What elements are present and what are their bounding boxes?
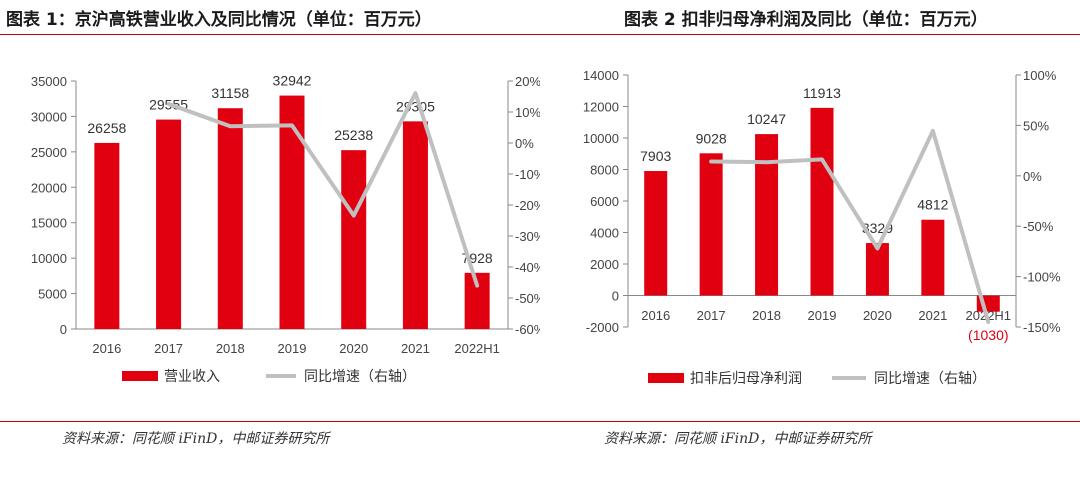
bar-2020 <box>341 150 367 329</box>
right-axis-tick-label: 10% <box>515 105 540 120</box>
left-axis-tick-label: 8000 <box>590 163 619 178</box>
left-axis-tick-label: 25000 <box>31 145 67 160</box>
bar-data-label: 9028 <box>696 130 727 146</box>
bar-2017 <box>156 119 182 329</box>
bar-data-label: 7903 <box>640 148 671 164</box>
left-axis-tick-label: 15000 <box>31 216 67 231</box>
x-axis-category-label: 2016 <box>641 308 670 323</box>
right-axis-tick-label: -50% <box>515 291 540 306</box>
title-divider <box>0 34 540 35</box>
bar-data-label: 25238 <box>334 127 373 143</box>
title-divider <box>540 34 1080 35</box>
x-axis-category-label: 2022H1 <box>454 341 500 356</box>
legend-label-line: 同比增速（右轴） <box>874 371 986 387</box>
legend-swatch-bar <box>122 371 158 381</box>
left-axis-tick-label: 0 <box>612 289 619 304</box>
right-axis-tick-label: -10% <box>515 167 540 182</box>
x-axis-category-label: 2016 <box>92 341 121 356</box>
bar-2016 <box>94 142 120 329</box>
revenue-chart: 0 5000 10000 15000 20000 25000 30000 35000 -60% -… <box>31 73 540 385</box>
bar-2016 <box>644 171 668 296</box>
left-axis-tick-label: 20000 <box>31 180 67 195</box>
bar-2021 <box>402 121 428 329</box>
chart-title: 图表 1：京沪高铁营业收入及同比情况（单位：百万元） <box>6 10 432 30</box>
left-axis-tick-label: 10000 <box>583 131 619 146</box>
right-axis-tick-label: 0% <box>515 136 534 151</box>
net-profit-chart: -2000 0 2000 4000 6000 8000 10000 12000 14000 -15… <box>583 68 1061 387</box>
bar-data-label: 4812 <box>917 197 948 213</box>
bar-2018 <box>217 108 243 329</box>
right-axis-tick-label: -100% <box>1023 270 1061 285</box>
left-axis-tick-label: 2000 <box>590 257 619 272</box>
bar-2019 <box>279 95 305 329</box>
x-axis-category-label: 2020 <box>863 308 892 323</box>
footer-divider <box>0 421 540 422</box>
left-axis-tick-label: 30000 <box>31 109 67 124</box>
x-axis-category-label: 2019 <box>808 308 837 323</box>
source-note: 资料来源：同花顺 iFinD，中邮证券研究所 <box>62 431 330 447</box>
right-axis-tick-label: -40% <box>515 260 540 275</box>
x-axis-category-label: 2019 <box>278 341 307 356</box>
bar-data-label: 31158 <box>211 85 249 101</box>
left-axis-tick-label: 12000 <box>583 100 619 115</box>
bar-data-label: 10247 <box>747 111 786 127</box>
right-axis-tick-label: -20% <box>515 198 540 213</box>
left-axis-tick-label: 5000 <box>38 287 67 302</box>
x-axis-category-label: 2021 <box>401 341 430 356</box>
bar-data-label: 26258 <box>87 120 126 136</box>
chart-panel-net-profit: 图表 2 扣非归母净利润及同比（单位：百万元） -2000 0 2000 4000 60… <box>540 0 1080 484</box>
source-note: 资料来源：同花顺 iFinD，中邮证券研究所 <box>604 431 872 447</box>
x-axis-category-label: 2017 <box>697 308 726 323</box>
right-axis-tick-label: -60% <box>515 322 540 337</box>
x-axis-category-label: 2017 <box>154 341 183 356</box>
right-axis-tick-label: 100% <box>1023 68 1057 83</box>
right-axis-tick-label: -30% <box>515 229 540 244</box>
growth-line-series <box>709 128 991 324</box>
bar-data-label: 11913 <box>803 85 841 101</box>
chart-title: 图表 2 扣非归母净利润及同比（单位：百万元） <box>624 10 988 30</box>
right-axis-tick-label: 20% <box>515 74 540 89</box>
left-axis-tick-label: 0 <box>60 322 67 337</box>
right-axis-tick-label: 50% <box>1023 118 1049 133</box>
footer-divider <box>540 421 1080 422</box>
bar-2018 <box>755 134 779 296</box>
bar-2020 <box>865 243 889 296</box>
legend-label-bar: 扣非后归母净利润 <box>690 370 802 387</box>
left-axis-tick-label: -2000 <box>586 320 619 335</box>
chart-panel-revenue: 图表 1：京沪高铁营业收入及同比情况（单位：百万元） 0 5000 10000 150… <box>0 10 540 447</box>
x-axis-category-label: 2018 <box>216 341 245 356</box>
left-axis-tick-label: 6000 <box>590 194 619 209</box>
right-axis-tick-label: -150% <box>1023 320 1061 335</box>
legend-label-line: 同比增速（右轴） <box>304 369 416 385</box>
legend-swatch-bar <box>648 373 684 383</box>
left-axis-tick-label: 35000 <box>31 74 67 89</box>
left-axis-tick-label: 14000 <box>583 68 619 83</box>
x-axis-category-label: 2018 <box>752 308 781 323</box>
x-axis-category-label: 2020 <box>339 341 368 356</box>
left-axis-tick-label: 4000 <box>590 226 619 241</box>
bar-2019 <box>810 107 834 296</box>
bar-2017 <box>699 153 723 296</box>
bar-data-label: 32942 <box>273 73 312 89</box>
right-axis-tick-label: 0% <box>1023 169 1042 184</box>
left-axis-tick-label: 10000 <box>31 251 67 266</box>
x-axis-category-label: 2021 <box>918 308 947 323</box>
bar-data-label: (1030) <box>968 327 1008 343</box>
right-axis-tick-label: -50% <box>1023 219 1054 234</box>
bar-data-label: 29305 <box>396 98 435 114</box>
bar-2021 <box>921 219 945 296</box>
legend-label-bar: 营业收入 <box>164 369 220 385</box>
growth-line-series <box>166 91 480 288</box>
